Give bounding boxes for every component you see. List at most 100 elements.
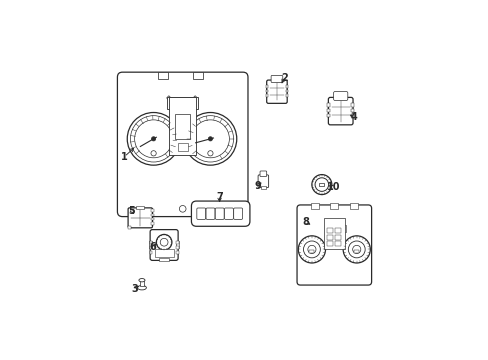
Bar	[140, 280, 143, 286]
Text: 7: 7	[216, 192, 223, 202]
Bar	[334, 235, 340, 239]
Circle shape	[127, 112, 180, 165]
Bar	[151, 218, 153, 220]
Bar	[176, 251, 178, 254]
Bar	[326, 114, 329, 117]
Bar	[154, 249, 173, 257]
Bar	[265, 85, 268, 88]
Bar	[350, 103, 354, 107]
FancyBboxPatch shape	[224, 208, 233, 219]
Circle shape	[130, 116, 176, 162]
Bar	[323, 218, 344, 249]
Bar	[128, 211, 139, 217]
Text: 5: 5	[128, 206, 135, 216]
Polygon shape	[193, 96, 197, 100]
Bar	[149, 246, 152, 249]
Text: 4: 4	[350, 112, 357, 122]
Bar	[326, 108, 329, 112]
FancyBboxPatch shape	[150, 230, 178, 260]
Bar	[167, 96, 198, 109]
Bar	[159, 258, 169, 261]
Bar	[310, 203, 318, 209]
Bar	[349, 203, 357, 209]
Bar	[285, 94, 288, 97]
FancyBboxPatch shape	[266, 80, 286, 103]
Ellipse shape	[139, 279, 145, 282]
Bar	[333, 225, 339, 232]
Bar	[177, 143, 187, 151]
Circle shape	[156, 234, 172, 250]
Bar	[128, 226, 131, 229]
Circle shape	[343, 236, 369, 263]
Bar	[226, 211, 237, 217]
Bar	[354, 250, 359, 253]
Circle shape	[151, 151, 156, 156]
Bar	[151, 222, 153, 225]
Circle shape	[307, 245, 315, 253]
FancyBboxPatch shape	[260, 171, 266, 176]
Circle shape	[347, 241, 365, 258]
Text: 6: 6	[149, 242, 156, 252]
FancyBboxPatch shape	[197, 208, 205, 219]
Circle shape	[303, 241, 320, 258]
Bar	[193, 72, 203, 78]
Bar	[350, 108, 354, 112]
Text: 3: 3	[131, 284, 138, 293]
Text: 9: 9	[254, 181, 261, 191]
FancyBboxPatch shape	[215, 208, 224, 219]
Circle shape	[314, 178, 328, 192]
Bar	[327, 225, 332, 232]
Text: 1: 1	[121, 152, 127, 162]
FancyBboxPatch shape	[333, 91, 347, 100]
Polygon shape	[166, 96, 171, 100]
FancyBboxPatch shape	[328, 98, 352, 125]
Bar	[350, 114, 354, 117]
Bar	[265, 94, 268, 97]
FancyBboxPatch shape	[270, 75, 282, 82]
Bar	[340, 225, 346, 232]
Bar	[149, 241, 152, 248]
Bar	[151, 214, 153, 216]
Bar	[330, 203, 338, 209]
Bar	[136, 206, 144, 209]
Bar	[176, 246, 178, 249]
FancyBboxPatch shape	[233, 208, 242, 219]
Bar	[169, 97, 195, 156]
FancyBboxPatch shape	[296, 205, 371, 285]
Bar	[265, 90, 268, 92]
Circle shape	[160, 238, 168, 246]
Bar	[326, 242, 332, 247]
FancyBboxPatch shape	[128, 208, 152, 228]
Circle shape	[183, 112, 236, 165]
Text: 2: 2	[281, 73, 287, 83]
FancyBboxPatch shape	[205, 208, 215, 219]
Circle shape	[191, 120, 229, 158]
Circle shape	[298, 236, 325, 263]
Circle shape	[151, 137, 155, 141]
Circle shape	[311, 175, 331, 194]
Bar	[260, 186, 265, 189]
FancyBboxPatch shape	[191, 201, 249, 226]
Bar	[326, 103, 329, 107]
Circle shape	[208, 137, 212, 141]
Circle shape	[179, 206, 185, 212]
Text: 10: 10	[326, 183, 340, 192]
Bar	[319, 183, 324, 186]
Circle shape	[352, 245, 360, 253]
Circle shape	[134, 120, 172, 158]
Bar	[309, 250, 314, 253]
Ellipse shape	[137, 285, 146, 290]
Bar	[175, 114, 190, 139]
FancyBboxPatch shape	[117, 72, 247, 217]
FancyBboxPatch shape	[258, 175, 268, 188]
Text: 8: 8	[302, 217, 309, 227]
Bar	[326, 235, 332, 239]
Bar	[285, 90, 288, 92]
Bar	[149, 251, 152, 254]
Circle shape	[207, 151, 213, 156]
Bar	[334, 242, 340, 247]
Bar	[149, 240, 152, 244]
Bar	[158, 72, 168, 78]
Bar	[176, 241, 179, 248]
Bar	[285, 85, 288, 88]
